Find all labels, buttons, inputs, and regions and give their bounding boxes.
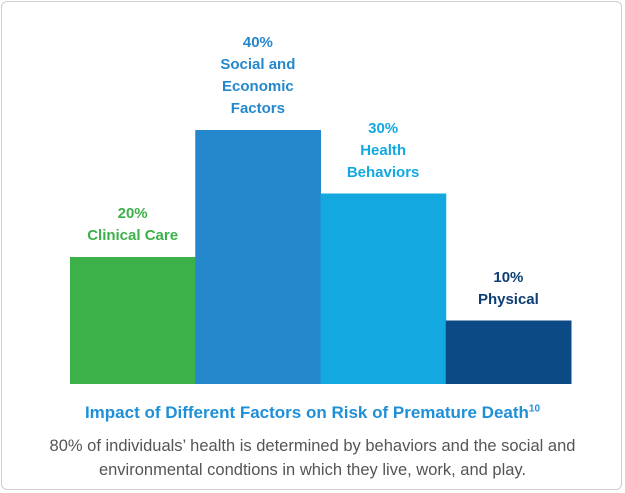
category-label: Physical: [477, 290, 539, 308]
bar: [320, 193, 447, 384]
value-label: 10%: [493, 268, 524, 286]
chart-subtitle: 80% of individuals’ health is determined…: [49, 437, 576, 479]
title-footnote: 10: [528, 403, 541, 415]
bar-label: 30% Health Behaviors: [327, 118, 439, 184]
value-label: 40%: [242, 34, 273, 51]
bar-label: 20% Clinical Care: [77, 203, 189, 247]
bar-label: 10% Physical: [452, 267, 564, 311]
category-label: Health Behaviors: [346, 141, 420, 181]
category-label: Social and Economic Factors: [220, 56, 296, 117]
value-label: 20%: [117, 205, 148, 222]
chart-title-block: Impact of Different Factors on Risk of P…: [0, 403, 625, 423]
bar-label: 40% Social and Economic Factors: [202, 32, 314, 120]
bar: [70, 257, 196, 384]
value-label: 30%: [368, 119, 399, 137]
bar: [445, 320, 572, 384]
chart: [70, 130, 572, 384]
bar: [195, 130, 321, 384]
chart-title: Impact of Different Factors on Risk of P…: [84, 403, 529, 422]
category-label: Clinical Care: [87, 227, 179, 244]
